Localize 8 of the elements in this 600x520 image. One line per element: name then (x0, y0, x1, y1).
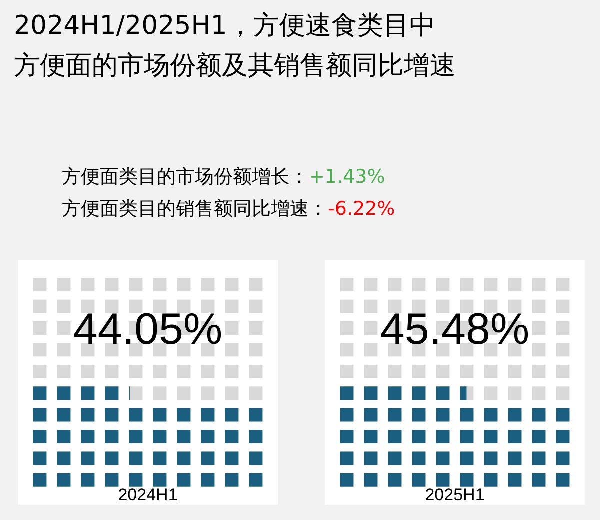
text: 方便面的市场份额及其销售额同比增速 (14, 50, 456, 83)
category-label: 2024H1 (118, 486, 178, 505)
category-label: 2025H1 (425, 486, 485, 505)
data-label: 45.48% (380, 305, 530, 354)
data-label: 44.05% (73, 305, 223, 354)
text: 2024H1/2025H1，方便速食类目中 (14, 10, 436, 43)
text: 方便面类目的销售额同比增速：-6.22% (62, 197, 396, 222)
text: 方便面类目的市场份额增长：+1.43% (62, 165, 386, 190)
